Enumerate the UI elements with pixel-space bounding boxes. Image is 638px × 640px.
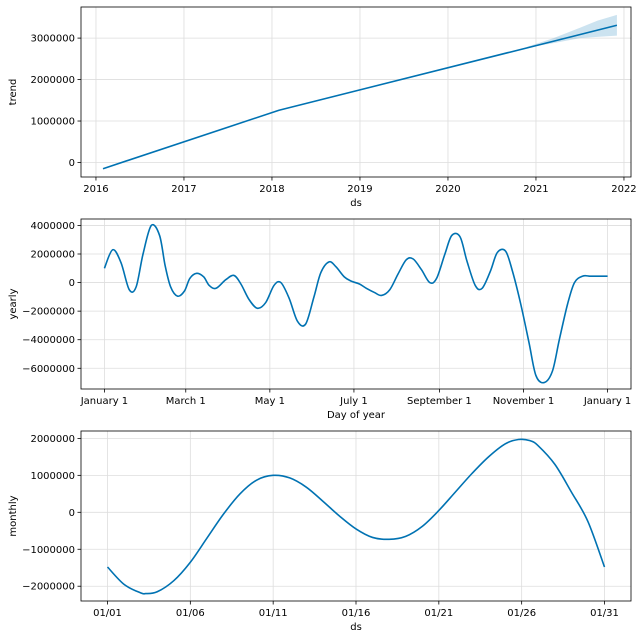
x-tick-label: 01/26 [507,608,536,619]
y-tick-label: 4000000 [30,221,75,232]
x-tick-label: May 1 [255,396,285,407]
y-tick-label: −1000000 [22,545,75,556]
x-tick-label: 2020 [435,184,460,195]
y-tick-label: −2000000 [22,582,75,593]
x-tick-label: September 1 [407,396,472,407]
y-tick-label: 2000000 [30,434,75,445]
y-tick-label: 2000000 [30,250,75,261]
x-axis-label: Day of year [327,410,386,421]
x-tick-label: 2017 [171,184,196,195]
x-tick-label: November 1 [493,396,555,407]
x-tick-label: 2016 [83,184,108,195]
y-tick-label: 1000000 [30,117,75,128]
monthly-series-line [106,438,606,595]
trend-series-line [102,24,618,170]
x-tick-label: 01/16 [342,608,371,619]
x-axis-label: ds [350,198,362,209]
y-axis-label: monthly [8,495,19,536]
y-tick-label: −4000000 [22,335,75,346]
x-tick-label: 2021 [523,184,548,195]
y-axis-label: trend [8,79,19,106]
x-tick-label: 2018 [259,184,284,195]
y-tick-label: −2000000 [22,307,75,318]
y-tick-label: −6000000 [22,364,75,375]
y-tick-label: 0 [69,278,75,289]
y-tick-label: 2000000 [30,75,75,86]
y-axis-label: yearly [8,288,19,319]
chart-panel-monthly: 01/01 01/06 01/11 01/16 01/21 01/26 01/31 −2000… [8,430,632,633]
plot-frame [80,218,632,390]
y-tick-label: 0 [69,508,75,519]
x-tick-label: 2022 [611,184,636,195]
x-tick-label: 01/11 [259,608,288,619]
x-tick-label: July 1 [339,396,368,407]
x-axis-label: ds [350,622,362,633]
plot-frame [80,6,632,178]
y-tick-label: 1000000 [30,471,75,482]
y-tick-label: 0 [69,158,75,169]
x-tick-label: 2019 [347,184,372,195]
x-tick-label: January 1 [583,396,631,407]
chart-panel-trend: 2016 2017 2018 2019 2020 2021 2022 0 1000000 2000… [8,6,637,209]
chart-panel-yearly: January 1 March 1 May 1 July 1 September 1 No… [8,218,632,421]
x-tick-label: 01/01 [93,608,122,619]
x-tick-label: 01/31 [590,608,619,619]
yearly-series-line [103,223,608,384]
x-tick-label: 01/06 [176,608,205,619]
x-tick-label: 01/21 [424,608,453,619]
uncertainty-band [527,14,617,48]
x-tick-label: March 1 [166,396,206,407]
y-tick-label: 3000000 [30,34,75,45]
x-tick-label: January 1 [80,396,128,407]
